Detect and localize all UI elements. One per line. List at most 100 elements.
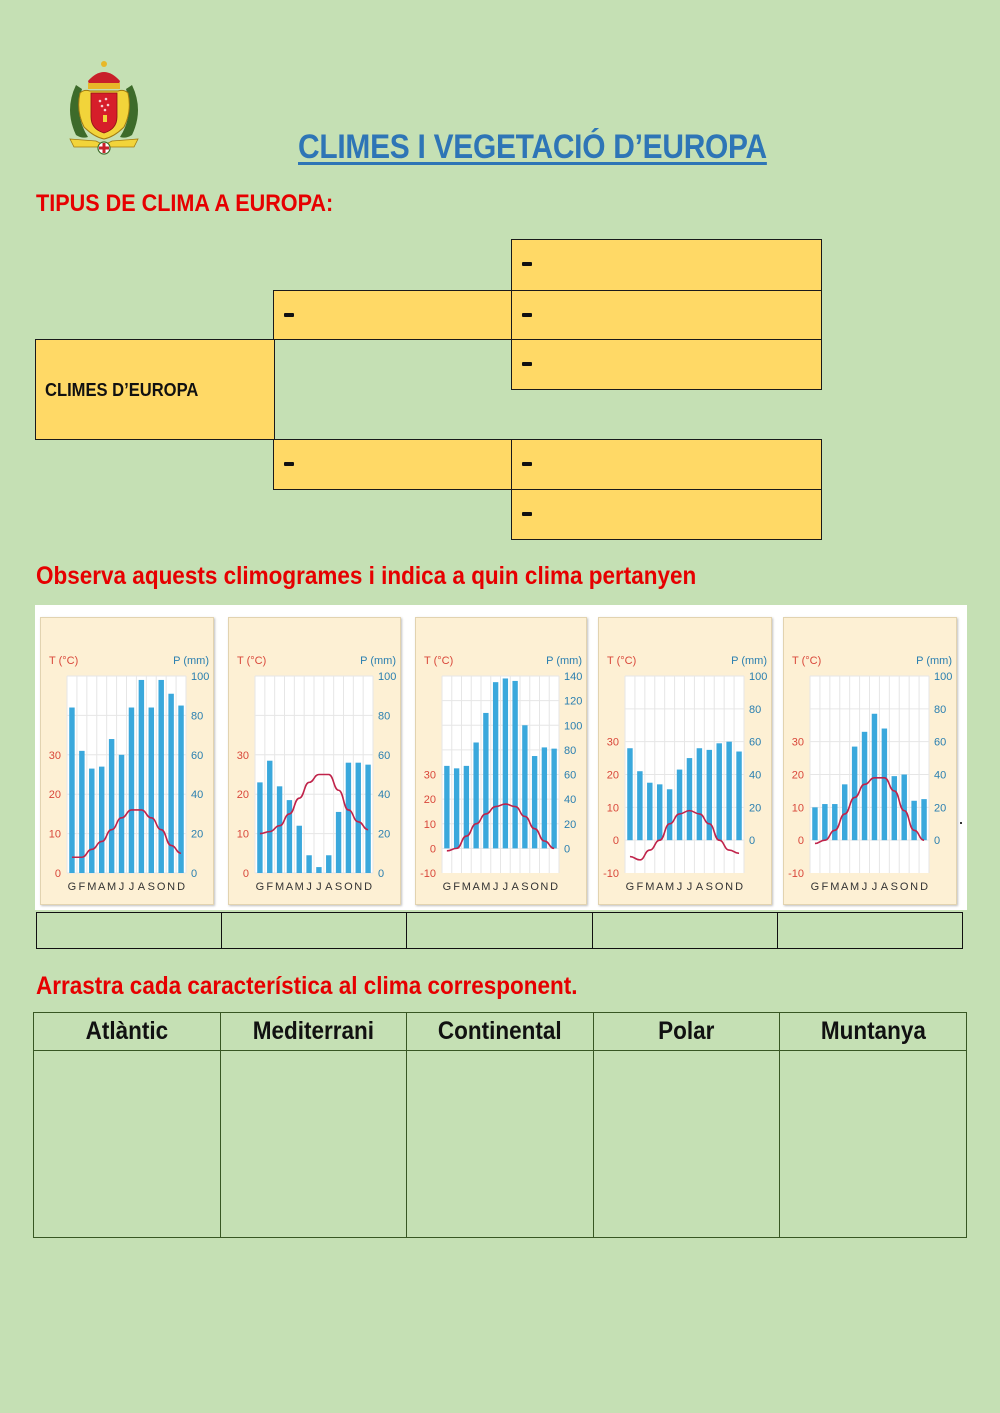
svg-text:P (mm): P (mm) bbox=[916, 655, 952, 667]
svg-text:A: A bbox=[656, 881, 664, 893]
svg-text:A: A bbox=[138, 881, 146, 893]
svg-text:0: 0 bbox=[613, 835, 619, 847]
svg-text:D: D bbox=[920, 881, 928, 893]
svg-text:G: G bbox=[626, 881, 635, 893]
column-header-mediterranean: Mediterrani bbox=[219, 1012, 408, 1051]
svg-text:T (°C): T (°C) bbox=[49, 655, 78, 667]
svg-text:20: 20 bbox=[934, 802, 946, 814]
answer-box-1[interactable] bbox=[37, 913, 223, 948]
svg-text:20: 20 bbox=[378, 829, 390, 841]
svg-text:30: 30 bbox=[607, 737, 619, 749]
tree-level1-box-1[interactable] bbox=[273, 290, 513, 340]
svg-text:20: 20 bbox=[792, 770, 804, 782]
svg-text:M: M bbox=[295, 881, 304, 893]
svg-text:-10: -10 bbox=[788, 868, 804, 880]
svg-text:0: 0 bbox=[798, 835, 804, 847]
tree-level1-box-2[interactable] bbox=[273, 439, 513, 490]
svg-text:60: 60 bbox=[934, 737, 946, 749]
svg-text:G: G bbox=[68, 881, 77, 893]
tree-level2-box-5[interactable] bbox=[511, 489, 822, 540]
svg-text:30: 30 bbox=[49, 750, 61, 762]
svg-text:F: F bbox=[453, 881, 460, 893]
svg-text:20: 20 bbox=[237, 789, 249, 801]
svg-text:J: J bbox=[316, 881, 322, 893]
svg-text:140: 140 bbox=[564, 671, 582, 683]
dash-marker bbox=[522, 313, 532, 317]
svg-text:-10: -10 bbox=[603, 868, 619, 880]
svg-text:A: A bbox=[881, 881, 889, 893]
svg-text:S: S bbox=[335, 881, 342, 893]
tree-level2-box-2[interactable] bbox=[511, 290, 822, 340]
svg-text:100: 100 bbox=[564, 720, 582, 732]
svg-text:M: M bbox=[830, 881, 839, 893]
svg-text:G: G bbox=[443, 881, 452, 893]
svg-text:40: 40 bbox=[749, 770, 761, 782]
dash-marker bbox=[522, 362, 532, 366]
svg-text:O: O bbox=[900, 881, 909, 893]
coat-of-arms-icon bbox=[62, 55, 146, 155]
drop-zone-mediterranean[interactable] bbox=[219, 1050, 408, 1238]
svg-text:M: M bbox=[462, 881, 471, 893]
climograph-1: T (°C) P (mm) 0 10 20 30 0 20 40 60 80 100 G F M A M J J A S… bbox=[40, 617, 214, 905]
svg-text:P (mm): P (mm) bbox=[360, 655, 396, 667]
answer-box-3[interactable] bbox=[407, 913, 593, 948]
answer-box-2[interactable] bbox=[222, 913, 408, 948]
svg-text:J: J bbox=[872, 881, 878, 893]
svg-text:J: J bbox=[677, 881, 683, 893]
svg-text:J: J bbox=[129, 881, 135, 893]
svg-text:P (mm): P (mm) bbox=[173, 655, 209, 667]
svg-text:-10: -10 bbox=[420, 868, 436, 880]
svg-text:N: N bbox=[910, 881, 918, 893]
svg-text:T (°C): T (°C) bbox=[792, 655, 821, 667]
climograph-answer-row bbox=[36, 912, 963, 949]
svg-text:N: N bbox=[167, 881, 175, 893]
svg-text:30: 30 bbox=[792, 737, 804, 749]
climograph-2: T (°C) P (mm) 0 10 20 30 0 20 40 60 80 100 G F M A M J J A S… bbox=[228, 617, 401, 905]
svg-text:P (mm): P (mm) bbox=[731, 655, 767, 667]
svg-text:60: 60 bbox=[191, 750, 203, 762]
svg-text:0: 0 bbox=[378, 868, 384, 880]
svg-text:80: 80 bbox=[378, 710, 390, 722]
svg-text:A: A bbox=[511, 881, 519, 893]
tree-level2-box-4[interactable] bbox=[511, 439, 822, 490]
drop-zone-mountain[interactable] bbox=[779, 1050, 967, 1238]
svg-text:100: 100 bbox=[378, 671, 396, 683]
svg-text:F: F bbox=[637, 881, 644, 893]
climograph-5: T (°C) P (mm) -10 0 10 20 30 0 20 40 60 80 100 G F M A M J… bbox=[783, 617, 957, 905]
svg-text:40: 40 bbox=[934, 770, 946, 782]
dash-marker bbox=[284, 313, 294, 317]
svg-text:N: N bbox=[354, 881, 362, 893]
svg-text:P (mm): P (mm) bbox=[546, 655, 582, 667]
svg-text:M: M bbox=[645, 881, 654, 893]
svg-text:A: A bbox=[98, 881, 106, 893]
tree-root-label: CLIMES D’EUROPA bbox=[45, 380, 199, 400]
svg-text:80: 80 bbox=[934, 704, 946, 716]
svg-text:0: 0 bbox=[55, 868, 61, 880]
drop-zone-continental[interactable] bbox=[406, 1050, 594, 1238]
drop-zone-atlantic[interactable] bbox=[33, 1050, 221, 1238]
column-header-atlantic: Atlàntic bbox=[33, 1012, 221, 1051]
svg-text:0: 0 bbox=[243, 868, 249, 880]
svg-text:J: J bbox=[493, 881, 499, 893]
svg-text:M: M bbox=[850, 881, 859, 893]
svg-text:D: D bbox=[177, 881, 185, 893]
svg-text:G: G bbox=[256, 881, 265, 893]
section-heading-climographs: Observa aquests climogrames i indica a q… bbox=[36, 562, 697, 590]
svg-text:0: 0 bbox=[430, 843, 436, 855]
drop-zone-polar[interactable] bbox=[592, 1050, 781, 1238]
svg-text:O: O bbox=[715, 881, 724, 893]
svg-text:20: 20 bbox=[749, 802, 761, 814]
svg-text:100: 100 bbox=[191, 671, 209, 683]
answer-box-5[interactable] bbox=[777, 913, 963, 948]
svg-text:T (°C): T (°C) bbox=[607, 655, 636, 667]
svg-text:60: 60 bbox=[749, 737, 761, 749]
svg-text:40: 40 bbox=[378, 789, 390, 801]
svg-text:60: 60 bbox=[564, 770, 576, 782]
tree-level2-box-3[interactable] bbox=[511, 339, 822, 390]
svg-text:30: 30 bbox=[424, 770, 436, 782]
answer-box-4[interactable] bbox=[592, 913, 778, 948]
svg-text:S: S bbox=[148, 881, 155, 893]
svg-text:10: 10 bbox=[607, 802, 619, 814]
tree-level2-box-1[interactable] bbox=[511, 239, 822, 291]
svg-text:120: 120 bbox=[564, 696, 582, 708]
